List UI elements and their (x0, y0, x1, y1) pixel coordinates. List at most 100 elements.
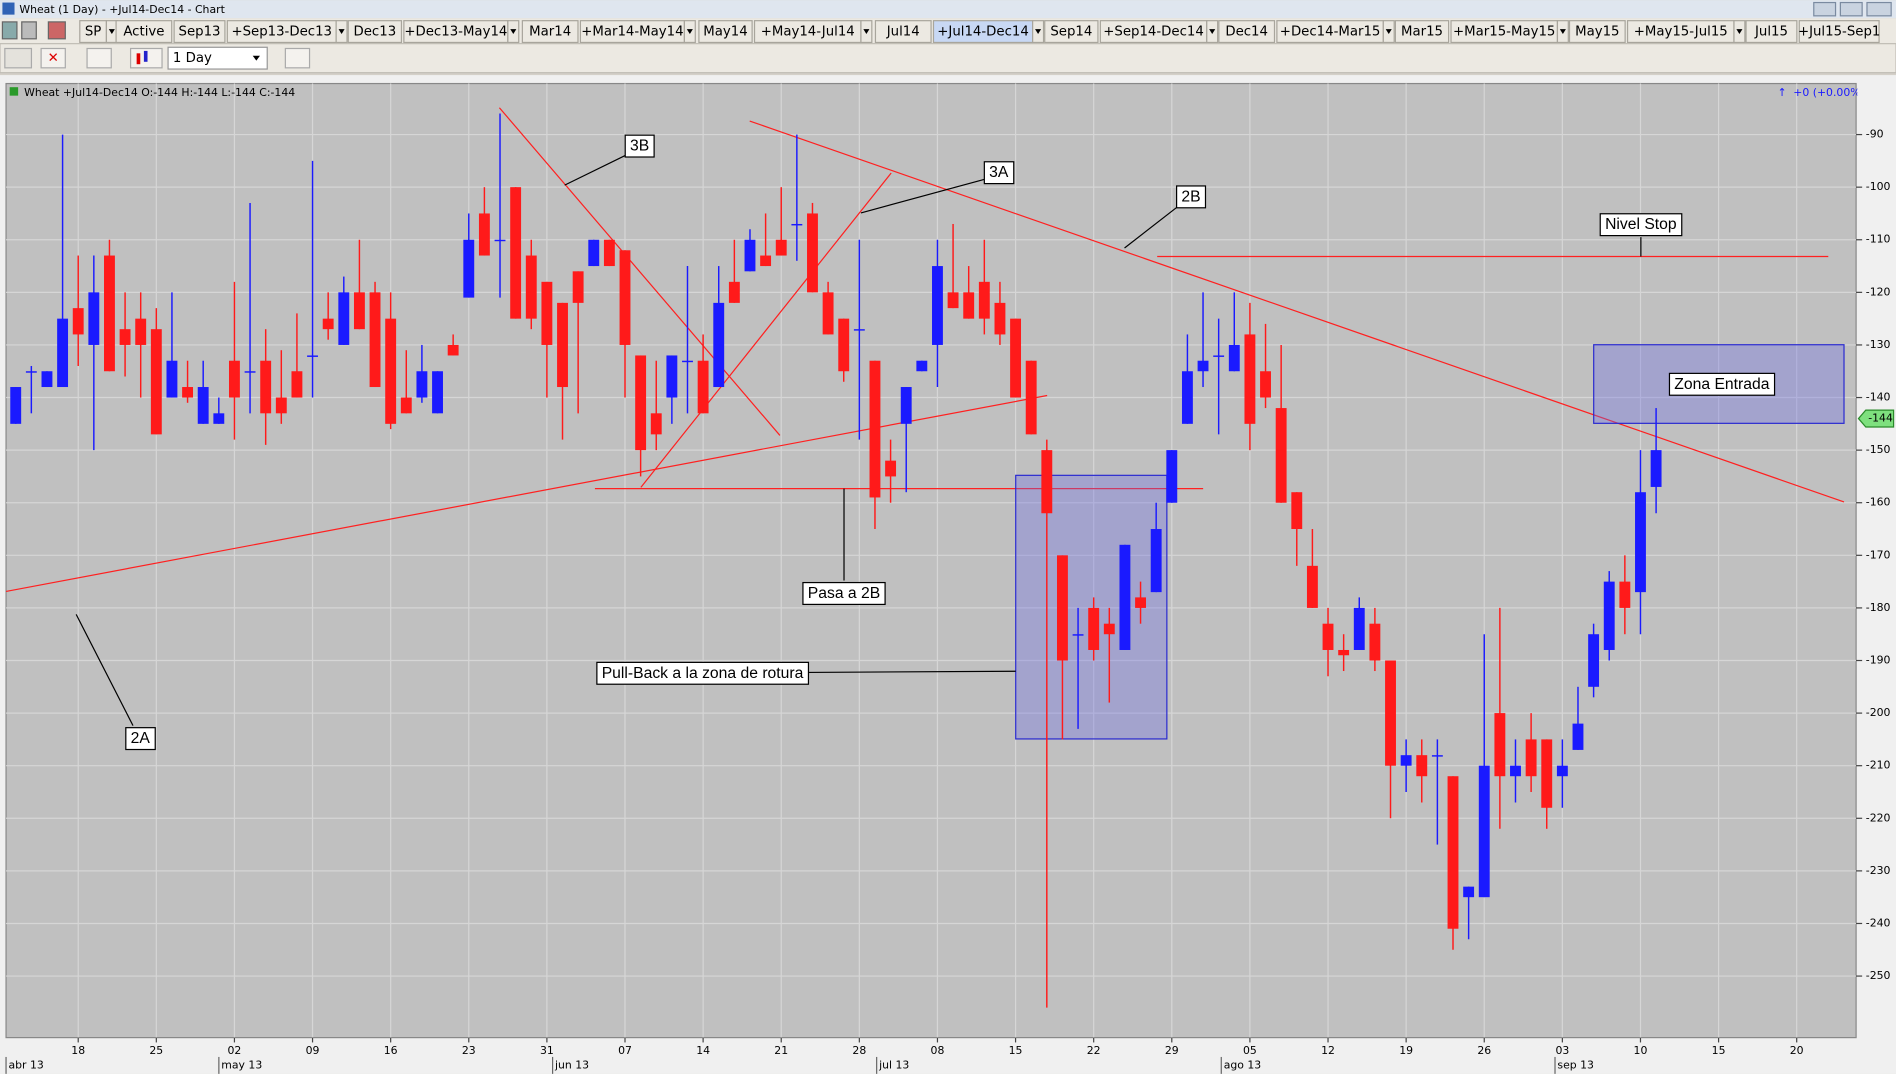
candle-body (1072, 634, 1084, 636)
pointer-tool[interactable] (4, 47, 33, 69)
candle-body (1572, 723, 1584, 750)
x-tick-label: 08 (931, 1044, 945, 1057)
delete-icon: ✕ (48, 51, 59, 66)
close-button[interactable] (1866, 1, 1892, 17)
candle-body (1103, 623, 1115, 635)
tab[interactable] (698, 20, 753, 44)
x-tick-label: 25 (149, 1044, 163, 1057)
candle-body (1353, 607, 1365, 650)
grid (6, 83, 1857, 1038)
annotation: 2A (125, 727, 156, 751)
candle-body (744, 239, 756, 272)
candle-body (760, 255, 772, 267)
candle-body (1338, 649, 1350, 656)
candle-body (1510, 765, 1521, 777)
minimize-button[interactable] (1813, 1, 1837, 17)
y-tick-label: -250 (1866, 969, 1891, 982)
tab[interactable] (1044, 20, 1099, 44)
tab-label: Mar14 (529, 25, 571, 40)
candle-body (72, 308, 84, 335)
candle-body (557, 302, 568, 388)
y-tick-label: -170 (1866, 548, 1891, 561)
dropdown-arrow (1559, 29, 1566, 34)
x-tick-label: 10 (1634, 1044, 1648, 1057)
candle-body (275, 397, 287, 414)
candle-body (510, 187, 522, 319)
candle-body (1166, 450, 1178, 503)
candle-body (822, 292, 834, 335)
toolbar-icon[interactable] (47, 21, 66, 40)
tab-label: Sep14 (1050, 25, 1092, 40)
dropdown-arrow (338, 29, 345, 34)
tab[interactable] (115, 20, 173, 44)
y-axis-panel (1857, 83, 1896, 1038)
tab[interactable] (1218, 20, 1276, 44)
candle-body (1463, 886, 1475, 898)
month-label: abr 13 (8, 1058, 43, 1071)
tab-label: +Sep14-Dec14 (1103, 25, 1204, 40)
y-tick-label: -110 (1866, 233, 1891, 246)
x-tick-label: 14 (696, 1044, 710, 1057)
toolbar (0, 43, 1896, 74)
candle-body (728, 281, 740, 303)
tab[interactable] (1745, 20, 1798, 44)
candle-body (807, 213, 818, 293)
tab[interactable] (874, 20, 932, 44)
tab[interactable] (347, 20, 403, 44)
candle-body (775, 239, 787, 256)
candle-body (885, 460, 897, 477)
maximize-button[interactable] (1839, 1, 1863, 17)
change-arrow: ↑ (1778, 86, 1787, 99)
x-tick-label: 02 (228, 1044, 242, 1057)
candle-body (260, 360, 272, 414)
annotation: Zona Entrada (1668, 372, 1776, 396)
annotation-box (983, 161, 1015, 185)
delete-tool[interactable] (40, 47, 66, 69)
tab[interactable] (521, 20, 579, 44)
candle-body (1603, 581, 1615, 650)
tab-label: +Mar15-May15 (1453, 25, 1555, 40)
y-tick-label: -180 (1866, 601, 1891, 614)
candle-body (635, 355, 647, 451)
interval-select[interactable] (167, 46, 268, 70)
dropdown-arrow (686, 29, 693, 34)
candle-body (1088, 607, 1100, 650)
candle-body (307, 355, 318, 357)
tab[interactable] (1394, 20, 1450, 44)
tab-label: +Sep13-Dec13 (231, 25, 332, 40)
candle-body (1010, 318, 1022, 398)
y-tick-label: -200 (1866, 706, 1891, 719)
candle-body (1306, 565, 1318, 608)
tab[interactable] (1798, 20, 1880, 44)
candle-body (619, 250, 631, 345)
candle-body (197, 387, 209, 424)
candle-body (463, 239, 475, 298)
candle-body (41, 371, 53, 388)
annotation: 3B (624, 134, 655, 158)
tab[interactable] (1568, 20, 1626, 44)
layout-tool[interactable] (284, 47, 311, 69)
x-tick-label: 31 (540, 1044, 554, 1057)
pointer-line (806, 670, 1016, 674)
candle-body (1619, 581, 1631, 608)
x-tick-label: 15 (1009, 1044, 1023, 1057)
series-icon (9, 87, 19, 96)
tab[interactable] (173, 20, 226, 44)
window-controls[interactable] (1813, 1, 1892, 17)
annotation-label: 2A (131, 730, 151, 747)
candle-body (1181, 371, 1193, 424)
x-tick-label: 16 (384, 1044, 398, 1057)
y-tick-label: -120 (1866, 285, 1891, 298)
candle-body (1135, 597, 1146, 608)
annotation: 2B (1175, 185, 1207, 209)
axes: -90 -100 -110 -120 -130 -140 -150 -160 -170 -180 -… (5, 128, 1895, 1074)
y-tick-label: -240 (1866, 916, 1891, 929)
candle-body (166, 360, 178, 398)
candle-body (682, 360, 693, 363)
toolbar-icon[interactable] (1, 21, 18, 40)
x-tick-label: 05 (1243, 1044, 1257, 1057)
chart-settings-tool[interactable] (86, 47, 112, 69)
candle-body (1025, 360, 1037, 435)
toolbar-icon[interactable] (21, 21, 37, 40)
candle-body (588, 239, 600, 267)
